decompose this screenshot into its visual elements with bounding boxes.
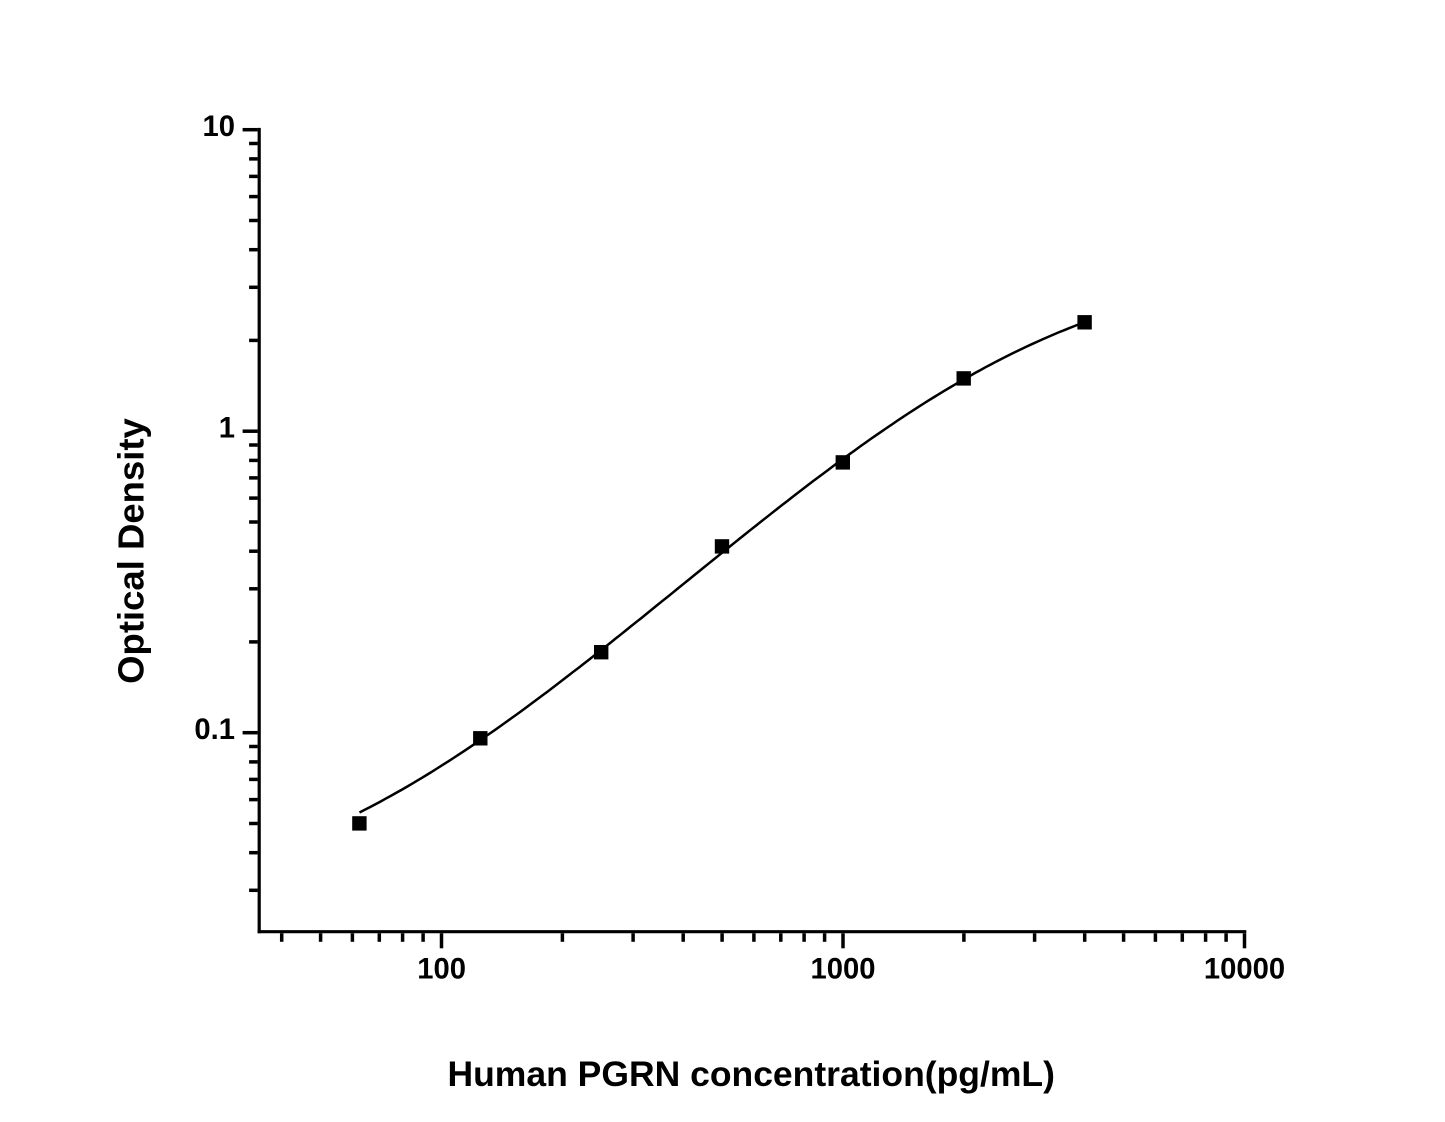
svg-text:Human PGRN concentration(pg/mL: Human PGRN concentration(pg/mL) <box>447 1054 1054 1094</box>
svg-text:10: 10 <box>203 111 235 143</box>
svg-text:100: 100 <box>417 954 466 986</box>
svg-text:10000: 10000 <box>1204 954 1285 986</box>
svg-text:1000: 1000 <box>811 954 876 986</box>
svg-text:1: 1 <box>219 412 235 444</box>
svg-text:Optical Density: Optical Density <box>111 417 152 683</box>
svg-text:0.1: 0.1 <box>194 714 235 746</box>
